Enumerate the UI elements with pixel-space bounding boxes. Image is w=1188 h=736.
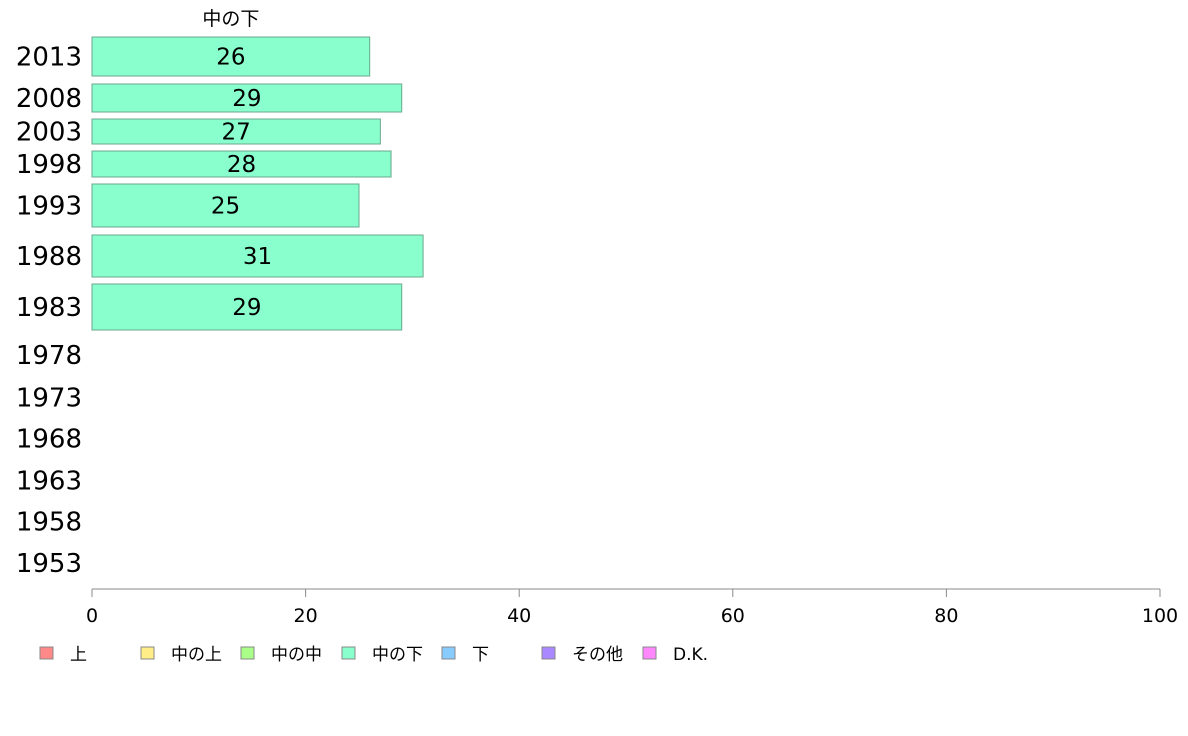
category-label-1963: 1963 bbox=[16, 467, 82, 497]
category-label-1978: 1978 bbox=[16, 341, 82, 371]
legend-label-3: 中の下 bbox=[372, 645, 423, 665]
legend-swatch-6 bbox=[642, 646, 657, 660]
bar-value-label-1988: 31 bbox=[243, 244, 272, 270]
x-tick-label-100: 100 bbox=[1142, 605, 1178, 627]
legend-label-6: D.K. bbox=[673, 645, 708, 665]
x-tick-label-0: 0 bbox=[86, 605, 98, 627]
bar-value-label-1998: 28 bbox=[227, 152, 256, 178]
category-label-1998: 1998 bbox=[16, 150, 82, 180]
category-label-1983: 1983 bbox=[16, 293, 82, 323]
category-label-1973: 1973 bbox=[16, 384, 82, 414]
legend-label-0: 上 bbox=[70, 645, 87, 665]
category-label-1958: 1958 bbox=[16, 508, 82, 538]
legend-swatch-1 bbox=[140, 646, 155, 660]
x-tick-label-40: 40 bbox=[507, 605, 531, 627]
legend-label-4: 下 bbox=[472, 645, 489, 665]
category-label-2013: 2013 bbox=[16, 43, 82, 73]
legend-swatch-2 bbox=[240, 646, 255, 660]
series-header-label: 中の下 bbox=[202, 8, 259, 30]
bar-value-label-1993: 25 bbox=[211, 194, 240, 220]
bar-2008 bbox=[91, 83, 403, 113]
category-label-1993: 1993 bbox=[16, 192, 82, 222]
bar-1983 bbox=[91, 283, 403, 331]
category-label-1988: 1988 bbox=[16, 242, 82, 272]
category-label-1953: 1953 bbox=[16, 549, 82, 579]
x-tick-label-20: 20 bbox=[294, 605, 318, 627]
legend-label-2: 中の中 bbox=[271, 645, 322, 665]
bar-2003 bbox=[91, 118, 381, 145]
category-label-2003: 2003 bbox=[16, 118, 82, 148]
bar-2013 bbox=[91, 36, 371, 77]
legend-swatch-3 bbox=[341, 646, 356, 660]
legend-swatch-5 bbox=[541, 646, 556, 660]
x-tick-label-80: 80 bbox=[934, 605, 958, 627]
category-label-1968: 1968 bbox=[16, 425, 82, 455]
bar-value-label-2008: 29 bbox=[232, 86, 261, 112]
x-tick-label-60: 60 bbox=[721, 605, 745, 627]
bar-1988 bbox=[91, 234, 424, 278]
legend-swatch-0 bbox=[39, 646, 54, 660]
category-label-2008: 2008 bbox=[16, 84, 82, 114]
bar-value-label-1983: 29 bbox=[232, 295, 261, 321]
bar-value-label-2013: 26 bbox=[216, 45, 245, 71]
bar-1998 bbox=[91, 150, 392, 178]
legend-label-5: その他 bbox=[572, 645, 623, 665]
bar-value-label-2003: 27 bbox=[222, 120, 251, 146]
legend-label-1: 中の上 bbox=[171, 645, 222, 665]
legend-swatch-4 bbox=[441, 646, 456, 660]
bar-1993 bbox=[91, 183, 360, 228]
